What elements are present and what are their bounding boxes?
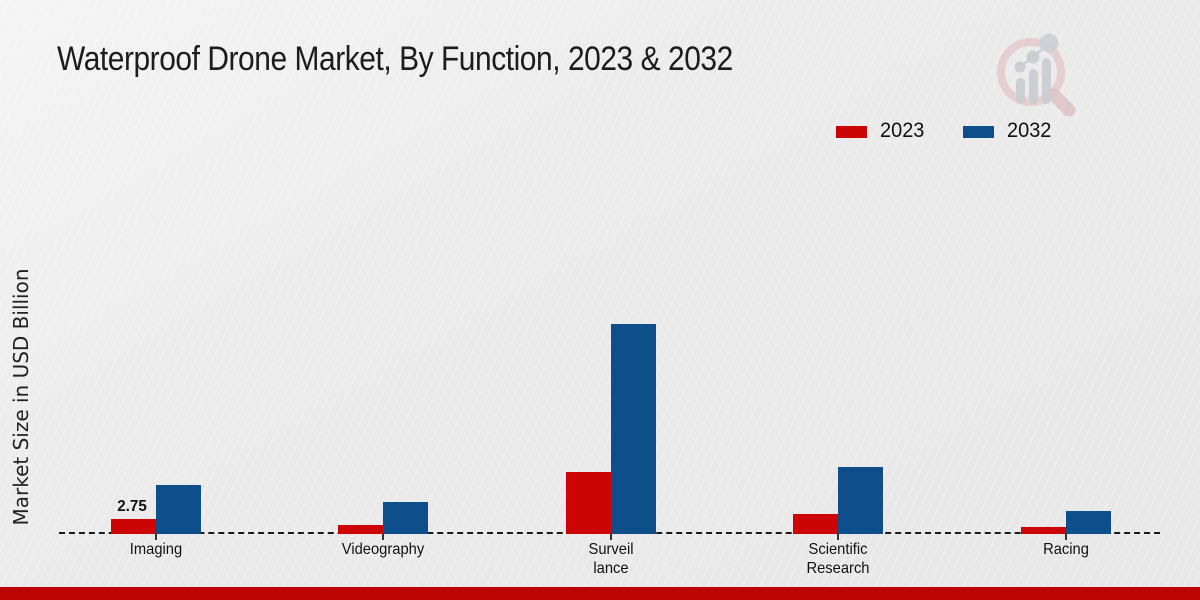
bar-2023-imaging — [111, 519, 156, 534]
category-label-racing: Racing — [1042, 541, 1089, 558]
category-label-scientific-research: Scientific Research — [806, 541, 870, 577]
brand-watermark-logo — [997, 33, 1076, 117]
category-label-videography: Videography — [342, 541, 425, 558]
x-axis-tick — [155, 534, 157, 540]
bar-2023-scientific-research — [793, 514, 839, 534]
legend-label: 2023 — [880, 119, 925, 142]
chart-title: Waterproof Drone Market, By Function, 20… — [57, 40, 733, 78]
legend-label: 2032 — [1006, 119, 1052, 142]
bar-2032-scientific-research — [838, 467, 884, 534]
bar-2032-surveillance — [610, 324, 656, 534]
legend-item-2023: 2023 — [836, 119, 927, 143]
bottom-accent-strip — [0, 587, 1200, 600]
x-axis-tick — [382, 534, 385, 540]
bar-2032-imaging — [156, 485, 201, 534]
bar-2023-surveillance — [565, 472, 611, 534]
legend: 2023 2032 — [836, 119, 1053, 143]
magnifier-handle-icon — [1047, 88, 1076, 117]
trend-dots-icon — [1014, 33, 1059, 73]
bar-2032-racing — [1065, 511, 1111, 534]
bar-value-label: 2.75 — [116, 498, 147, 515]
legend-item-2032: 2032 — [962, 119, 1054, 143]
legend-swatch-2023 — [836, 126, 867, 138]
bar-chart-glyph-icon — [1016, 58, 1051, 104]
category-label-imaging: Imaging — [129, 541, 183, 558]
legend-swatch-2032 — [962, 126, 994, 138]
bar-2023-videography — [338, 525, 384, 534]
category-label-surveillance: Surveil lance — [588, 541, 634, 577]
x-axis-tick — [1064, 534, 1067, 540]
bar-2023-racing — [1020, 527, 1066, 534]
x-axis-tick — [609, 534, 612, 540]
bar-2032-videography — [383, 502, 429, 534]
x-axis-tick — [837, 534, 840, 540]
